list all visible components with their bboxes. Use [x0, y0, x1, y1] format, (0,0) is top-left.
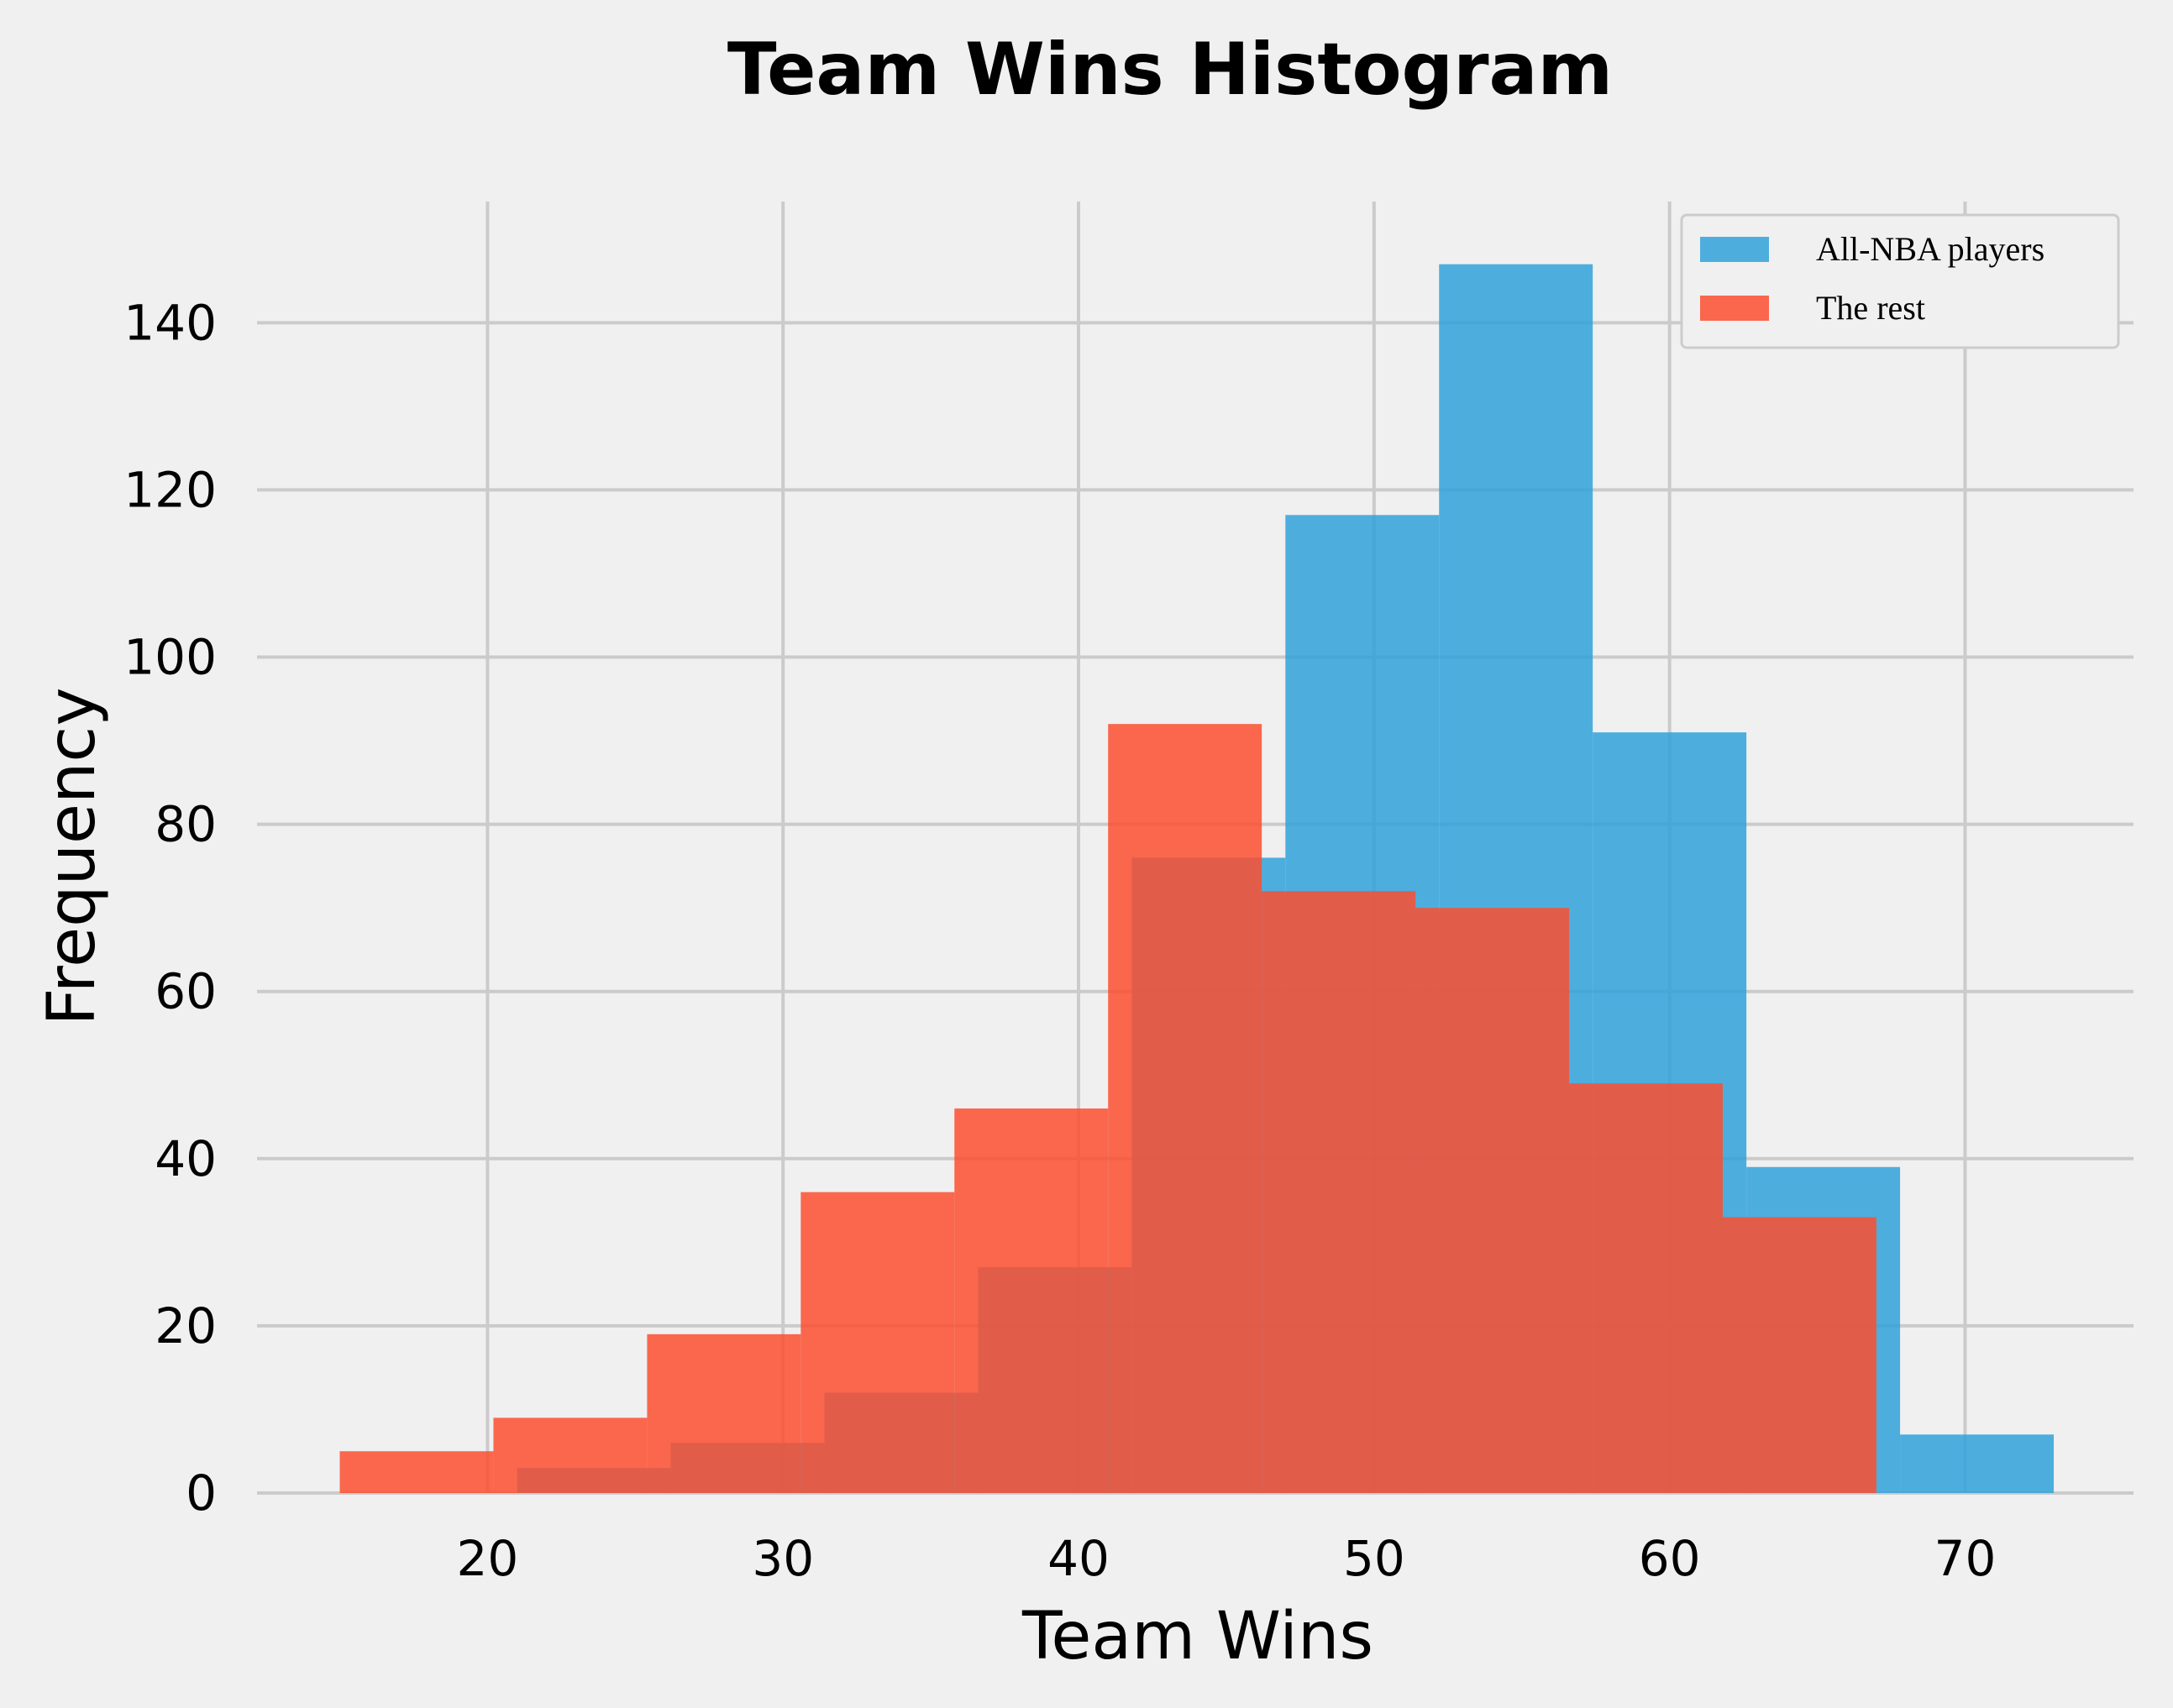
x-tick-label: 30 [752, 1530, 814, 1587]
x-axis-label: Team Wins [1021, 1599, 1373, 1674]
histogram-bar [1569, 1083, 1723, 1493]
legend-label: The rest [1816, 289, 1925, 327]
legend-swatch [1700, 296, 1769, 321]
histogram-bar [647, 1333, 801, 1493]
histogram-bar [800, 1192, 955, 1493]
legend-swatch [1700, 237, 1769, 262]
y-tick-label: 20 [155, 1297, 217, 1354]
x-axis-ticks: 20 30 40 50 60 70 [457, 1530, 1997, 1587]
x-tick-label: 60 [1639, 1530, 1701, 1587]
histogram-bar [1900, 1434, 2055, 1493]
y-tick-label: 60 [155, 963, 217, 1020]
histogram-bar [954, 1108, 1109, 1493]
x-tick-label: 40 [1047, 1530, 1110, 1587]
histogram-bar [1722, 1217, 1876, 1493]
series-2 [339, 724, 1876, 1493]
x-tick-label: 70 [1934, 1530, 1997, 1587]
y-tick-label: 100 [123, 629, 217, 686]
y-tick-label: 80 [155, 796, 217, 853]
legend: All-NBA players The rest [1680, 213, 2120, 349]
histogram-bar [339, 1451, 494, 1493]
y-tick-label: 120 [123, 461, 217, 518]
chart-title: Team Wins Histogram [727, 28, 1613, 112]
y-axis-label: Frequency [34, 688, 110, 1026]
histogram-bar [493, 1417, 648, 1493]
y-tick-label: 40 [155, 1130, 217, 1187]
x-tick-label: 20 [457, 1530, 519, 1587]
histogram-bar [1108, 724, 1262, 1493]
y-tick-label: 0 [186, 1464, 217, 1522]
histogram-bars [339, 264, 2055, 1494]
legend-frame [1680, 213, 2120, 349]
y-tick-label: 140 [123, 294, 217, 351]
histogram-bar [1415, 908, 1570, 1493]
legend-label: All-NBA players [1816, 230, 2044, 268]
x-tick-label: 50 [1343, 1530, 1405, 1587]
histogram-bar [1262, 891, 1416, 1493]
y-axis-ticks: 0 20 40 60 80 100 120 140 [123, 294, 217, 1522]
